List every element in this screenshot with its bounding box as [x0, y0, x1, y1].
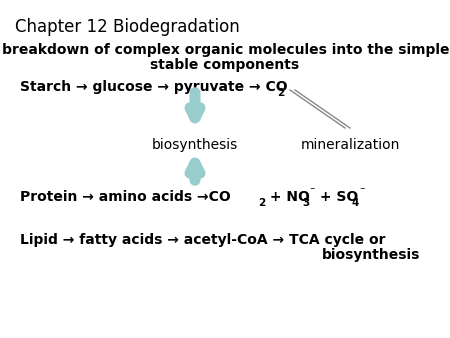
Text: stable components: stable components	[150, 58, 300, 72]
Text: mineralization: mineralization	[300, 138, 400, 152]
Text: ⁻: ⁻	[309, 186, 315, 196]
Text: Chapter 12 Biodegradation: Chapter 12 Biodegradation	[15, 18, 240, 36]
Text: 2: 2	[258, 198, 265, 208]
Text: + SO: + SO	[315, 190, 358, 204]
Text: 3: 3	[302, 198, 309, 208]
Text: biosynthesis: biosynthesis	[152, 138, 238, 152]
Text: 2: 2	[277, 88, 284, 98]
Text: Starch → glucose → pyruvate → CO: Starch → glucose → pyruvate → CO	[20, 80, 288, 94]
Text: Protein → amino acids →CO: Protein → amino acids →CO	[20, 190, 231, 204]
Text: --- breakdown of complex organic molecules into the simplest,: --- breakdown of complex organic molecul…	[0, 43, 450, 57]
Text: + NO: + NO	[265, 190, 310, 204]
Text: 4: 4	[352, 198, 360, 208]
Text: biosynthesis: biosynthesis	[322, 248, 420, 262]
Text: ⁻: ⁻	[359, 186, 364, 196]
Text: Lipid → fatty acids → acetyl-CoA → TCA cycle or: Lipid → fatty acids → acetyl-CoA → TCA c…	[20, 233, 386, 247]
